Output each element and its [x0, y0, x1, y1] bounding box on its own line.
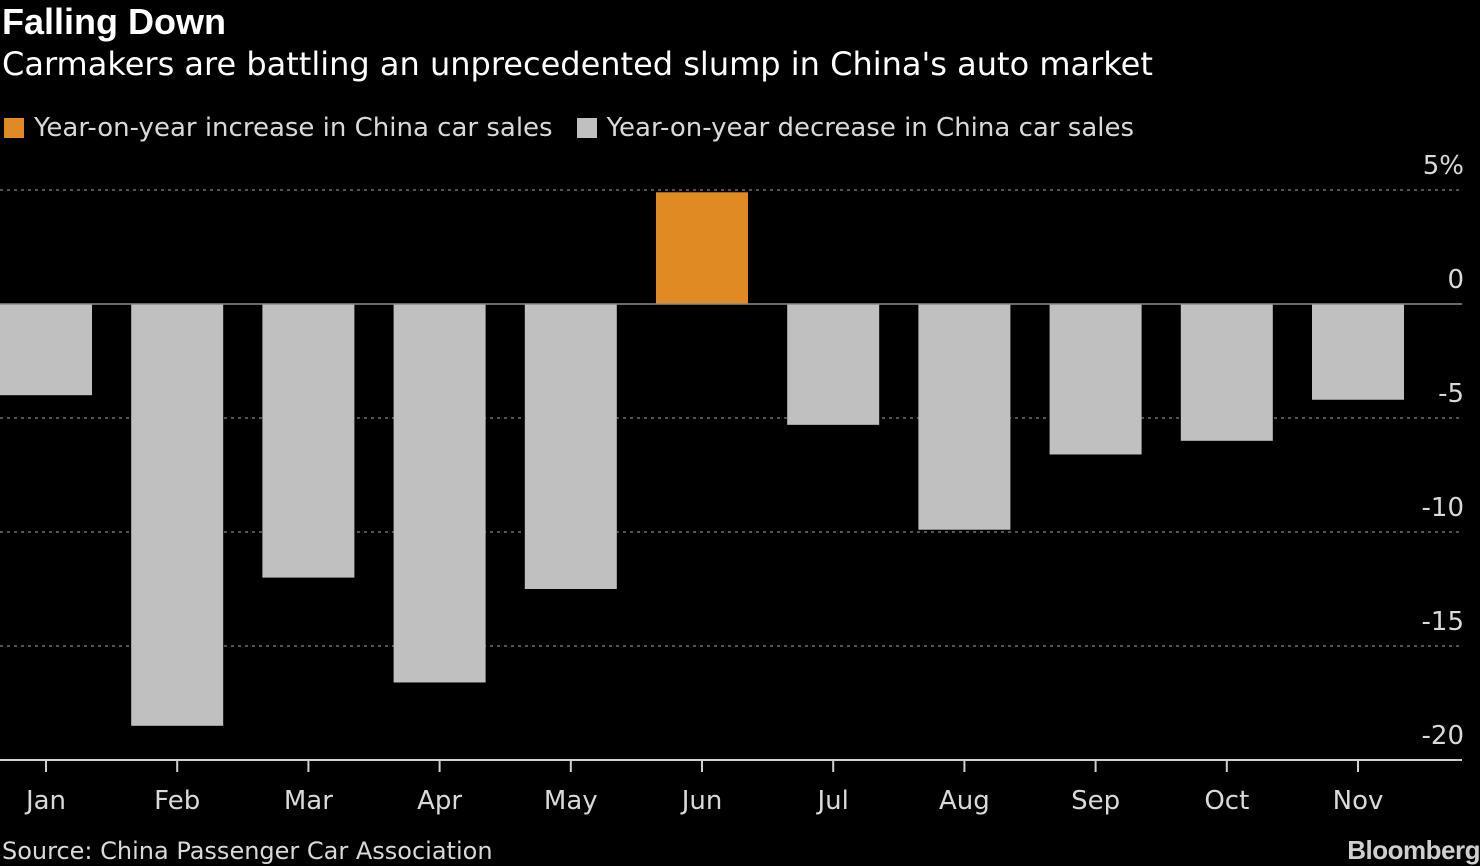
bar-sep: [1049, 304, 1142, 455]
chart-title: Falling Down: [2, 1, 226, 42]
x-tick-label: Sep: [1071, 786, 1120, 816]
bar-oct: [1180, 304, 1273, 441]
bar-aug: [918, 304, 1011, 530]
y-tick-label: -10: [1422, 493, 1464, 523]
x-tick-label: Mar: [284, 786, 333, 816]
x-tick-label: Jun: [680, 786, 723, 816]
x-tick-label: Jul: [816, 786, 849, 816]
y-tick-label: -20: [1422, 721, 1464, 751]
legend-item-decrease: Year-on-year decrease in China car sales: [576, 113, 1135, 143]
bar-mar: [262, 304, 355, 578]
x-tick-label: Apr: [417, 786, 462, 816]
source-note: Source: China Passenger Car Association: [2, 837, 493, 865]
legend-label-decrease: Year-on-year decrease in China car sales: [606, 113, 1135, 143]
x-tick-label: Oct: [1204, 786, 1249, 816]
bar-feb: [131, 304, 224, 726]
y-tick-label: -5: [1438, 379, 1464, 409]
legend-swatch-decrease: [576, 118, 597, 138]
y-tick-label: -15: [1422, 607, 1464, 637]
legend-swatch-increase: [4, 118, 24, 138]
bar-nov: [1312, 304, 1404, 400]
bar-jul: [787, 304, 880, 425]
y-tick-label: 5%: [1423, 151, 1464, 181]
bar-may: [524, 304, 617, 589]
bar-jan: [0, 304, 92, 396]
legend: Year-on-year increase in China car sales…: [4, 110, 1158, 146]
chart-subtitle: Carmakers are battling an unprecedented …: [2, 45, 1153, 83]
bar-apr: [393, 304, 486, 683]
x-tick-label: Feb: [154, 786, 200, 816]
bloomberg-logo: Bloomberg: [1347, 835, 1480, 865]
bar-jun: [656, 192, 748, 304]
x-tick-label: Aug: [939, 786, 990, 816]
legend-label-increase: Year-on-year increase in China car sales: [34, 113, 553, 143]
legend-item-increase: Year-on-year increase in China car sales: [4, 113, 553, 143]
x-tick-label: Nov: [1333, 786, 1384, 816]
x-tick-label: Jan: [24, 786, 66, 816]
y-tick-label: 0: [1447, 265, 1464, 295]
x-tick-label: May: [544, 786, 598, 816]
